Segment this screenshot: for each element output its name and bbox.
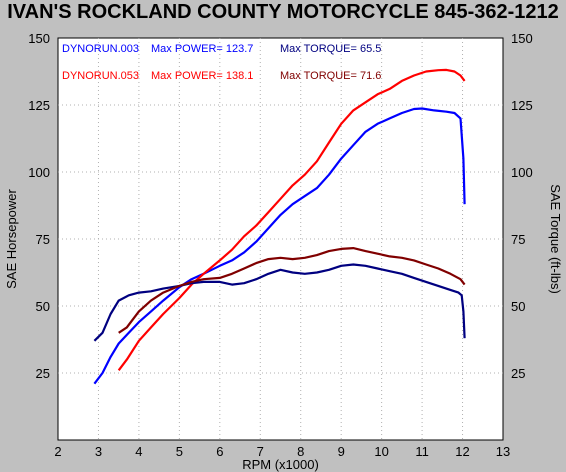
legend-max-torque: Max TORQUE= 65.5 [280, 43, 381, 55]
x-tick-label: 4 [135, 444, 142, 459]
y-axis-label-right: SAE Torque (ft-lbs) [548, 184, 563, 294]
y-tick-label-right: 150 [511, 31, 533, 46]
x-tick-label: 13 [496, 444, 510, 459]
y-tick-label-left: 100 [28, 165, 50, 180]
y-tick-label-left: 150 [28, 31, 50, 46]
legend-run-name: DYNORUN.053 [62, 70, 139, 82]
series-line-power-dynorun-003 [93, 107, 466, 385]
x-tick-label: 3 [95, 444, 102, 459]
y-tick-label-right: 25 [511, 366, 525, 381]
series-line-torque-dynorun-003 [93, 263, 466, 342]
chart-title: IVAN'S ROCKLAND COUNTY MOTORCYCLE 845-36… [7, 1, 559, 23]
x-tick-label: 5 [176, 444, 183, 459]
x-tick-label: 2 [54, 444, 61, 459]
series-line-torque-dynorun-053 [118, 247, 466, 334]
legend-max-torque: Max TORQUE= 71.6 [280, 70, 381, 82]
y-axis-label-left: SAE Horsepower [4, 188, 19, 288]
y-tick-label-left: 50 [36, 299, 50, 314]
legend-run-name: DYNORUN.003 [62, 43, 139, 55]
x-axis-label: RPM (x1000) [242, 457, 319, 472]
y-tick-label-left: 125 [28, 98, 50, 113]
x-tick-label: 7 [257, 444, 264, 459]
x-tick-label: 8 [297, 444, 304, 459]
y-tick-label-right: 75 [511, 232, 525, 247]
y-tick-label-left: 25 [36, 366, 50, 381]
x-tick-label: 12 [455, 444, 469, 459]
legend-max-power: Max POWER= 123.7 [151, 43, 253, 55]
x-tick-label: 11 [415, 444, 429, 459]
x-tick-label: 10 [374, 444, 388, 459]
y-tick-label-right: 125 [511, 98, 533, 113]
y-tick-label-right: 100 [511, 165, 533, 180]
y-tick-label-left: 75 [36, 232, 50, 247]
x-tick-label: 9 [338, 444, 345, 459]
legend-max-power: Max POWER= 138.1 [151, 70, 253, 82]
y-tick-label-right: 50 [511, 299, 525, 314]
series-line-power-dynorun-053 [117, 68, 466, 371]
x-tick-label: 6 [216, 444, 223, 459]
plot-area [57, 37, 504, 441]
